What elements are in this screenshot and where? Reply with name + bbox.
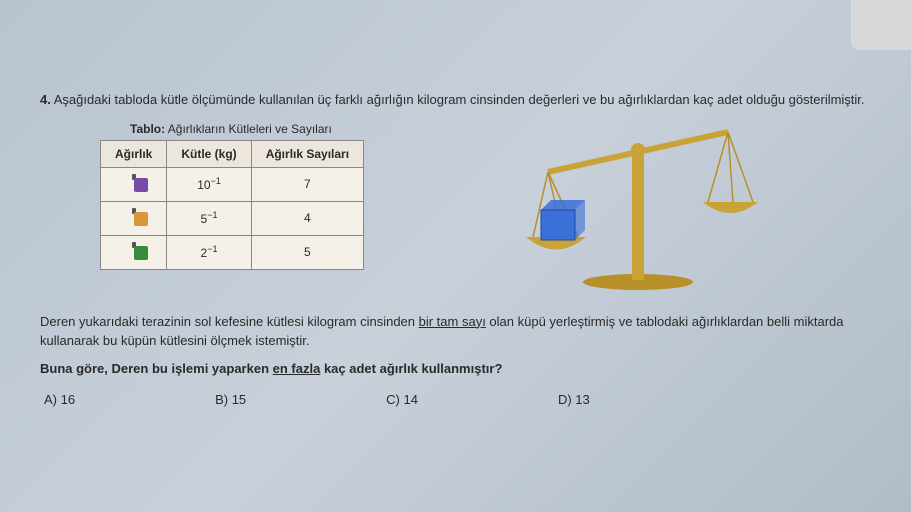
- cell-weight-icon: [101, 235, 167, 269]
- col-weight: Ağırlık: [101, 140, 167, 167]
- table-row: 2−15: [101, 235, 364, 269]
- option-c[interactable]: C) 14: [386, 392, 418, 407]
- question-number: 4.: [40, 92, 51, 107]
- balance-scale-icon: [508, 122, 768, 292]
- weights-table: Ağırlık Kütle (kg) Ağırlık Sayıları 10−1…: [100, 140, 364, 270]
- question-intro-text: Aşağıdaki tabloda kütle ölçümünde kullan…: [54, 92, 865, 107]
- col-count: Ağırlık Sayıları: [251, 140, 363, 167]
- scale-illustration: [404, 122, 871, 292]
- question-intro: 4. Aşağıdaki tabloda kütle ölçümünde kul…: [40, 90, 871, 110]
- table-section: Tablo: Ağırlıkların Kütleleri ve Sayılar…: [100, 122, 364, 270]
- top-whitespace: [40, 20, 871, 80]
- question-block: 4. Aşağıdaki tabloda kütle ölçümünde kul…: [40, 90, 871, 407]
- table-title-bold: Tablo:: [130, 122, 165, 136]
- cell-count: 7: [251, 167, 363, 201]
- answer-options: A) 16 B) 15 C) 14 D) 13: [40, 392, 871, 407]
- question-paragraph: Deren yukarıdaki terazinin sol kefesine …: [40, 312, 871, 351]
- content-row: Tablo: Ağırlıkların Kütleleri ve Sayılar…: [40, 122, 871, 292]
- bold-pre: Buna göre, Deren bu işlemi yaparken: [40, 361, 273, 376]
- bold-underlined: en fazla: [273, 361, 321, 376]
- cell-count: 4: [251, 201, 363, 235]
- cell-weight-icon: [101, 167, 167, 201]
- cell-count: 5: [251, 235, 363, 269]
- cell-mass: 5−1: [167, 201, 251, 235]
- weight-icon: [127, 174, 141, 192]
- table-title-rest: Ağırlıkların Kütleleri ve Sayıları: [165, 122, 332, 136]
- table-row: 10−17: [101, 167, 364, 201]
- weight-icon: [127, 208, 141, 226]
- cell-weight-icon: [101, 201, 167, 235]
- weight-icon: [127, 242, 141, 260]
- cell-mass: 10−1: [167, 167, 251, 201]
- table-row: 5−14: [101, 201, 364, 235]
- col-mass: Kütle (kg): [167, 140, 251, 167]
- option-b[interactable]: B) 15: [215, 392, 246, 407]
- para-underlined: bir tam sayı: [419, 314, 486, 329]
- option-d[interactable]: D) 13: [558, 392, 590, 407]
- option-a[interactable]: A) 16: [44, 392, 75, 407]
- cell-mass: 2−1: [167, 235, 251, 269]
- question-bold: Buna göre, Deren bu işlemi yaparken en f…: [40, 361, 871, 376]
- bold-post: kaç adet ağırlık kullanmıştır?: [320, 361, 502, 376]
- para-pre: Deren yukarıdaki terazinin sol kefesine …: [40, 314, 419, 329]
- table-title: Tablo: Ağırlıkların Kütleleri ve Sayılar…: [100, 122, 364, 136]
